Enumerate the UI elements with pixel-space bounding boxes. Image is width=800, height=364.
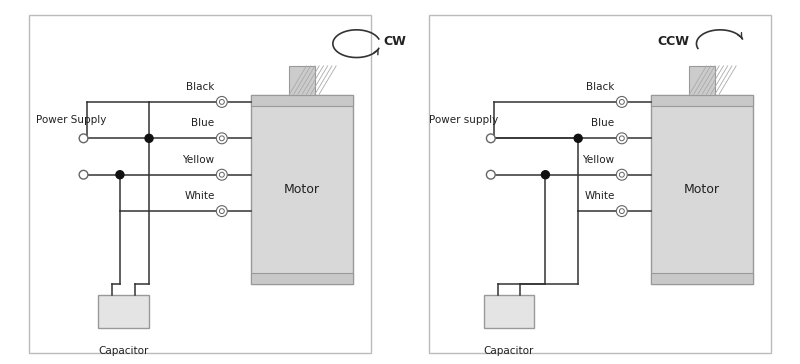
- Text: Power supply: Power supply: [429, 115, 498, 125]
- Bar: [251, 273, 353, 284]
- Circle shape: [619, 99, 624, 104]
- Circle shape: [574, 134, 582, 142]
- Text: Blue: Blue: [591, 118, 614, 128]
- Text: Yellow: Yellow: [582, 155, 614, 165]
- Circle shape: [616, 169, 627, 180]
- FancyBboxPatch shape: [29, 15, 371, 353]
- Bar: [689, 66, 714, 95]
- Text: Capacitor: Capacitor: [484, 346, 534, 356]
- Circle shape: [216, 133, 227, 144]
- Text: White: White: [184, 191, 214, 201]
- Circle shape: [216, 96, 227, 107]
- Circle shape: [619, 172, 624, 177]
- Bar: [289, 66, 314, 95]
- Bar: [651, 95, 753, 284]
- Circle shape: [486, 170, 495, 179]
- Text: Motor: Motor: [684, 183, 720, 196]
- Circle shape: [79, 170, 88, 179]
- Bar: [651, 273, 753, 284]
- Circle shape: [219, 172, 224, 177]
- Circle shape: [616, 206, 627, 217]
- Bar: [251, 95, 353, 284]
- Text: CW: CW: [384, 35, 406, 48]
- Circle shape: [216, 206, 227, 217]
- Circle shape: [616, 96, 627, 107]
- Circle shape: [79, 134, 88, 143]
- Circle shape: [619, 209, 624, 214]
- Text: Black: Black: [586, 82, 614, 92]
- Bar: [651, 95, 753, 106]
- Bar: [98, 295, 149, 328]
- Text: Motor: Motor: [284, 183, 320, 196]
- Text: Yellow: Yellow: [182, 155, 214, 165]
- Text: White: White: [584, 191, 614, 201]
- Bar: [689, 66, 714, 95]
- Circle shape: [219, 136, 224, 141]
- Bar: [289, 66, 314, 95]
- Text: Black: Black: [186, 82, 214, 92]
- Bar: [251, 95, 353, 106]
- FancyBboxPatch shape: [429, 15, 771, 353]
- Circle shape: [486, 134, 495, 143]
- Circle shape: [145, 134, 153, 142]
- Circle shape: [116, 171, 124, 179]
- Text: Power Supply: Power Supply: [36, 115, 106, 125]
- Circle shape: [616, 133, 627, 144]
- Text: Capacitor: Capacitor: [98, 346, 149, 356]
- Text: CCW: CCW: [657, 35, 689, 48]
- Circle shape: [542, 171, 550, 179]
- Circle shape: [219, 99, 224, 104]
- Circle shape: [619, 136, 624, 141]
- Circle shape: [216, 169, 227, 180]
- Text: Blue: Blue: [191, 118, 214, 128]
- Circle shape: [219, 209, 224, 214]
- Bar: [483, 295, 534, 328]
